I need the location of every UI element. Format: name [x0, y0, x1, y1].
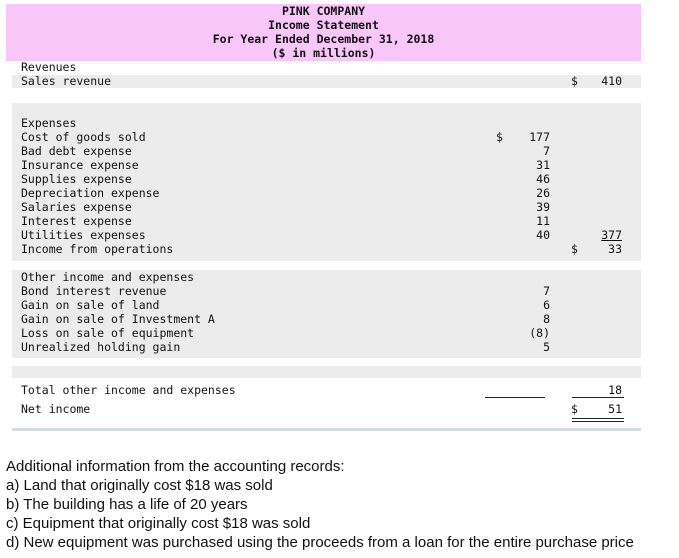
expense-value: 46	[536, 172, 550, 186]
expense-label: Depreciation expense	[21, 186, 160, 200]
other-item-value: 7	[543, 284, 550, 298]
expense-value: 39	[536, 200, 550, 214]
other-item-value: 8	[543, 312, 550, 326]
net-income-value: 51	[608, 402, 622, 416]
sales-revenue-label: Sales revenue	[21, 74, 112, 88]
other-row: Bond interest revenue 7	[6, 284, 641, 298]
net-income-row: Net income $ 51	[6, 402, 641, 416]
expense-row: Bad debt expense 7	[6, 144, 641, 158]
revenues-label: Revenues	[21, 60, 77, 74]
other-item-label: Loss on sale of equipment	[21, 326, 195, 340]
note-item: a) Land that originally cost $18 was sol…	[6, 477, 273, 494]
additional-information: Additional information from the accounti…	[6, 457, 676, 552]
expense-row: Depreciation expense 26	[6, 186, 641, 200]
other-item-value: 5	[543, 340, 550, 354]
notes-intro: Additional information from the accounti…	[6, 458, 345, 475]
income-statement: PINK COMPANY Income Statement For Year E…	[6, 4, 641, 432]
expense-row: Utilities expenses 40 377	[6, 228, 641, 242]
other-band	[12, 270, 641, 358]
other-item-label: Bond interest revenue	[21, 284, 167, 298]
other-income-label: Other income and expenses	[21, 270, 195, 284]
other-item-label: Unrealized holding gain	[21, 340, 181, 354]
statement-units: ($ in millions)	[271, 46, 376, 60]
other-row: Gain on sale of land 6	[6, 298, 641, 312]
expenses-label: Expenses	[21, 116, 77, 130]
total-other-value: 18	[608, 383, 622, 397]
subtotal-rule	[572, 397, 624, 398]
expense-label: Utilities expenses	[21, 228, 146, 242]
double-underline	[572, 418, 624, 422]
note-item: b) The building has a life of 20 years	[6, 496, 248, 513]
expense-value: 26	[536, 186, 550, 200]
total-expenses-value: 377	[601, 228, 622, 242]
expense-label: Supplies expense	[21, 172, 132, 186]
other-heading-row: Other income and expenses	[6, 270, 641, 284]
other-item-value: (8)	[529, 326, 550, 340]
net-income-currency: $	[571, 402, 578, 416]
income-from-operations-value: 33	[608, 242, 622, 256]
other-row: Loss on sale of equipment (8)	[6, 326, 641, 340]
net-income-label: Net income	[21, 402, 91, 416]
expense-value: 31	[536, 158, 550, 172]
expense-value: 11	[536, 214, 550, 228]
expense-currency: $	[496, 130, 503, 144]
expense-label: Cost of goods sold	[21, 130, 146, 144]
spacer-band	[12, 366, 641, 378]
sales-revenue-value: 410	[601, 74, 622, 88]
company-name: PINK COMPANY	[281, 4, 366, 18]
subtotal-rule	[485, 397, 545, 398]
total-other-label: Total other income and expenses	[21, 383, 236, 397]
expense-row: Salaries expense 39	[6, 200, 641, 214]
other-item-label: Gain on sale of land	[21, 298, 160, 312]
other-row: Gain on sale of Investment A 8	[6, 312, 641, 326]
other-item-value: 6	[543, 298, 550, 312]
expense-label: Salaries expense	[21, 200, 132, 214]
sales-currency: $	[571, 74, 578, 88]
expense-row: Interest expense 11	[6, 214, 641, 228]
statement-header: PINK COMPANY Income Statement For Year E…	[6, 4, 641, 61]
other-item-label: Gain on sale of Investment A	[21, 312, 215, 326]
expense-label: Bad debt expense	[21, 144, 132, 158]
statement-period: For Year Ended December 31, 2018	[212, 32, 435, 46]
statement-title: Income Statement	[268, 18, 379, 32]
expense-value: 7	[543, 144, 550, 158]
expense-row: Insurance expense 31	[6, 158, 641, 172]
sales-revenue-row: Sales revenue $ 410	[6, 74, 641, 88]
spacer-band	[12, 103, 641, 115]
revenues-heading-row: Revenues	[6, 60, 641, 74]
note-item: d) New equipment was purchased using the…	[6, 534, 634, 551]
expenses-heading-row: Expenses	[6, 116, 641, 130]
bottom-border	[12, 428, 641, 431]
expenses-band	[12, 115, 641, 261]
income-from-operations-row: Income from operations $ 33	[6, 242, 641, 256]
expense-row: Cost of goods sold $ 177	[6, 130, 641, 144]
operations-currency: $	[571, 242, 578, 256]
expense-value: 40	[536, 228, 550, 242]
expense-label: Interest expense	[21, 214, 132, 228]
expense-label: Insurance expense	[21, 158, 139, 172]
other-row: Unrealized holding gain 5	[6, 340, 641, 354]
note-item: c) Equipment that originally cost $18 wa…	[6, 515, 311, 532]
income-from-operations-label: Income from operations	[21, 242, 174, 256]
expense-value: 177	[529, 130, 550, 144]
total-other-row: Total other income and expenses 18	[6, 383, 641, 397]
sales-row-band	[12, 75, 641, 88]
expense-row: Supplies expense 46	[6, 172, 641, 186]
